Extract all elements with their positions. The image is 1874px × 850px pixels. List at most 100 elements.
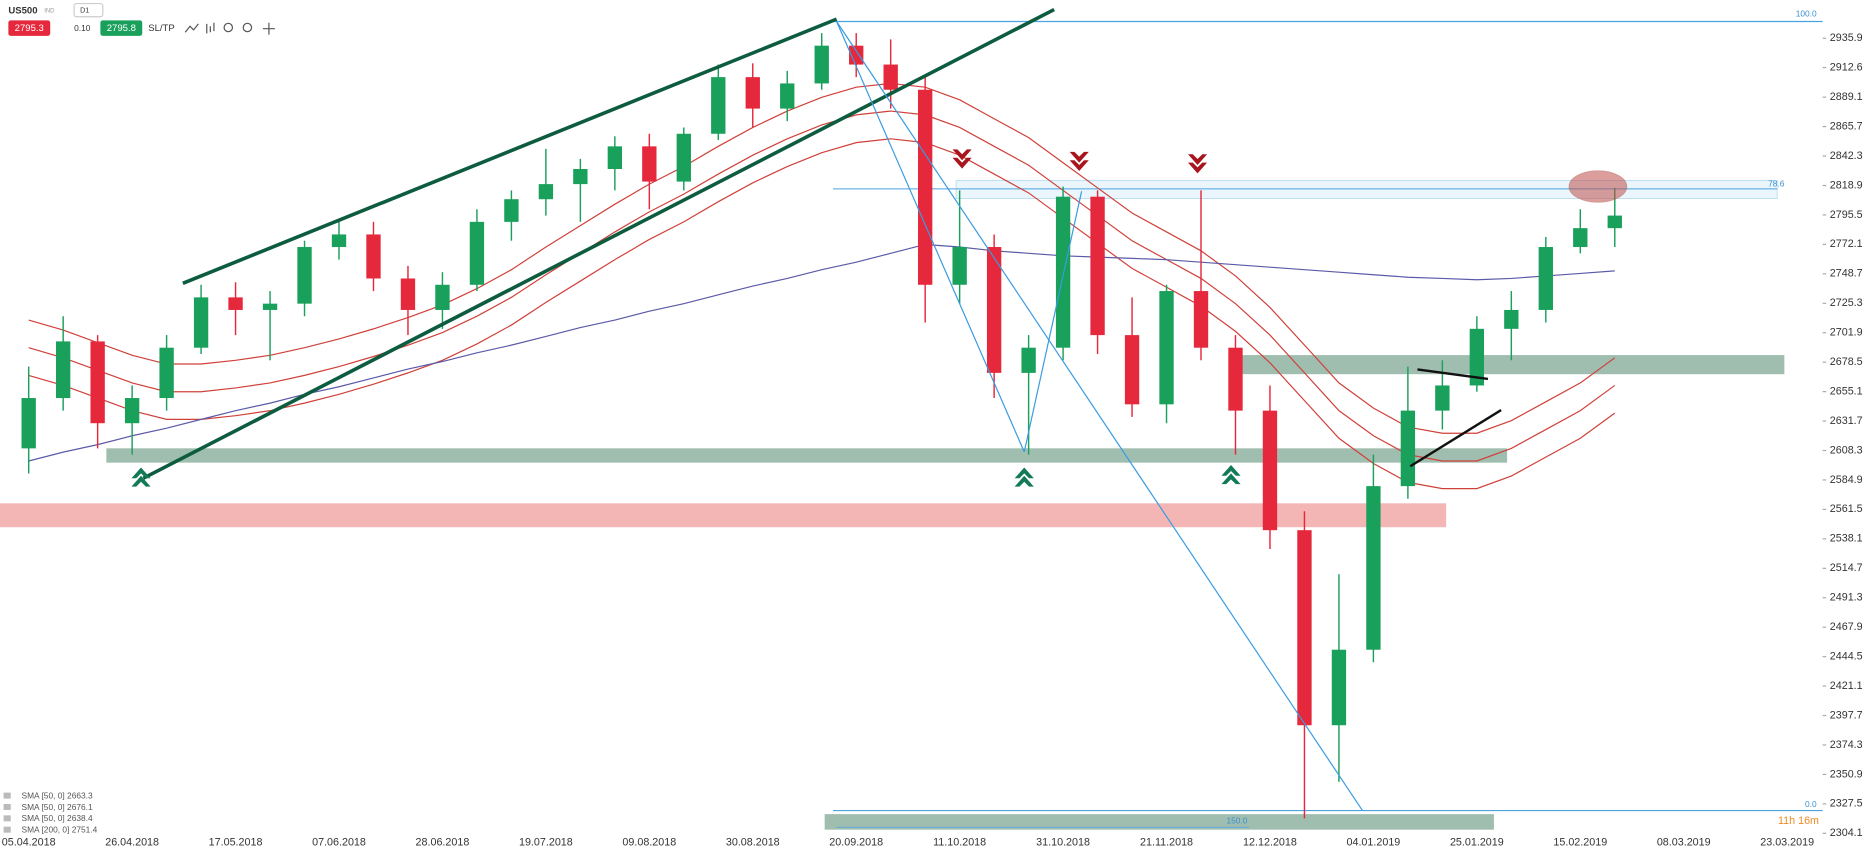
candle-body (1469, 328, 1485, 386)
crosshair[interactable] (262, 22, 275, 35)
candle-body (55, 341, 71, 399)
timeframe-select[interactable] (73, 2, 104, 18)
candle-body (124, 398, 140, 424)
candle-body (21, 398, 36, 449)
moving-average (28, 110, 1616, 462)
y-tick-label: 2608.3 (1830, 444, 1863, 456)
zoom-out[interactable] (223, 22, 234, 33)
candle-body (262, 303, 278, 310)
candle-body (331, 234, 347, 248)
resistance-zone (0, 503, 1447, 528)
candle-body (1400, 410, 1416, 487)
candle-body (400, 278, 416, 310)
y-tick-label: 2444.5 (1830, 650, 1863, 662)
x-tick-label: 05.04.2018 (2, 837, 56, 849)
candle-tool[interactable] (206, 22, 215, 34)
trend-line (836, 21, 1025, 453)
candle-body (1607, 215, 1622, 229)
candle-body (469, 221, 485, 285)
legend-icon (3, 826, 11, 833)
candle-body (917, 89, 933, 285)
legend-entry: SMA [50, 0] 2663.3 (22, 790, 93, 800)
support-zone (106, 448, 1508, 463)
legend-icon (3, 815, 11, 822)
support-zone (1232, 355, 1785, 375)
x-tick-label: 28.06.2018 (416, 837, 470, 849)
candle-body (952, 247, 967, 285)
moving-average (28, 138, 1616, 490)
candle-body (90, 341, 105, 424)
arrow-up (1221, 465, 1241, 485)
y-tick-label: 2374.3 (1830, 739, 1863, 751)
countdown: 11h 16m (1778, 815, 1819, 827)
candle-body (1366, 486, 1381, 650)
y-tick-label: 2491.3 (1830, 592, 1863, 604)
moving-average (28, 82, 1616, 434)
y-tick-label: 2818.9 (1830, 179, 1863, 191)
symbol[interactable]: US500 (8, 5, 37, 16)
candle-body (745, 77, 760, 109)
spread: 0.10 (74, 23, 91, 33)
legend-entry: SMA [50, 0] 2638.4 (22, 813, 93, 823)
candle-body (297, 247, 312, 304)
x-tick-label: 31.10.2018 (1036, 837, 1090, 849)
x-tick-label: 15.02.2019 (1553, 837, 1607, 849)
y-tick-label: 2350.9 (1830, 768, 1863, 780)
candle-body (986, 247, 1002, 373)
y-tick-label: 2912.6 (1830, 61, 1863, 73)
candle-body (1262, 410, 1278, 531)
candle-body (193, 297, 209, 348)
candle-body (711, 77, 726, 134)
y-tick-label: 2772.1 (1830, 238, 1863, 250)
candle-body (780, 83, 795, 109)
x-tick-label: 08.03.2019 (1657, 837, 1711, 849)
candle-body (642, 146, 657, 182)
y-tick-label: 2584.9 (1830, 474, 1863, 486)
y-tick-label: 2467.9 (1830, 621, 1863, 633)
candle-body (435, 284, 450, 310)
x-tick-label: 12.12.2018 (1243, 837, 1297, 849)
y-tick-label: 2842.3 (1830, 150, 1863, 162)
candle-body (1435, 385, 1450, 411)
candle-body (538, 184, 554, 200)
buy-button[interactable] (100, 20, 143, 36)
candle-body (1331, 649, 1347, 726)
candle-body (883, 64, 898, 90)
sell-button[interactable] (8, 20, 51, 36)
arrow-up (1014, 467, 1034, 487)
x-tick-label: 25.01.2019 (1450, 837, 1504, 849)
candle-body (849, 45, 864, 65)
fib-box (955, 180, 1778, 199)
buy-price: 2795.8 (107, 23, 136, 34)
x-tick-label: 21.11.2018 (1140, 837, 1193, 849)
candle-body (1573, 228, 1588, 248)
x-tick-label: 23.03.2019 (1760, 837, 1814, 849)
x-tick-label: 17.05.2018 (209, 837, 263, 849)
channel-line (182, 17, 838, 285)
line-tool[interactable] (184, 23, 199, 33)
y-tick-label: 2631.7 (1830, 415, 1863, 427)
x-tick-label: 26.04.2018 (105, 837, 159, 849)
y-tick-label: 2538.1 (1830, 533, 1863, 545)
arrow-down (952, 149, 972, 169)
fib-label: 100.0 (1796, 9, 1817, 19)
y-tick-label: 2795.5 (1830, 209, 1863, 221)
sltp-button[interactable]: SL/TP (148, 23, 175, 34)
x-tick-label: 20.09.2018 (829, 837, 883, 849)
x-tick-label: 30.08.2018 (726, 837, 780, 849)
trend-line (836, 21, 1363, 811)
candle-body (228, 297, 243, 310)
arrow-up (131, 467, 151, 487)
y-tick-label: 2865.7 (1830, 120, 1863, 132)
legend-icon (3, 792, 11, 799)
channel-line (142, 7, 1055, 480)
triangle-line (1409, 409, 1502, 468)
sell-price: 2795.3 (15, 23, 44, 34)
y-tick-label: 2421.1 (1830, 680, 1863, 692)
zoom-in[interactable] (242, 22, 253, 33)
timeframe: D1 (80, 7, 89, 15)
symbol-class: IND (44, 8, 55, 14)
y-tick-label: 2397.7 (1830, 709, 1863, 721)
legend-icon (3, 803, 11, 810)
